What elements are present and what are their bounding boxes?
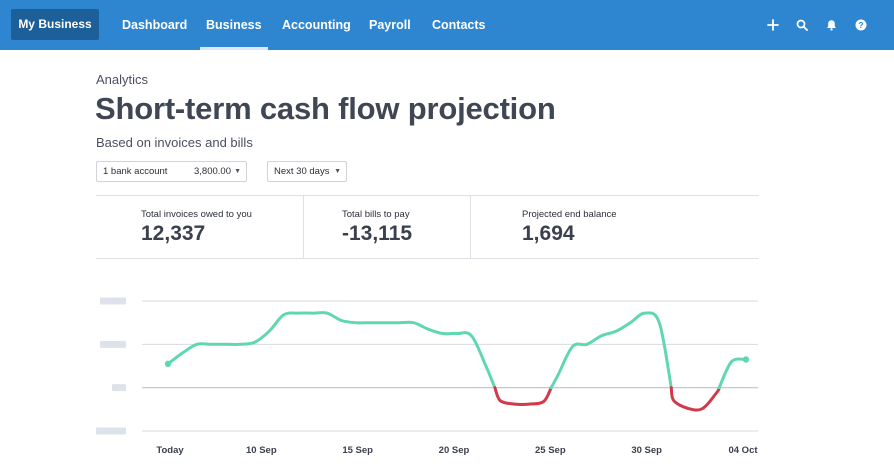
page-title: Short-term cash flow projection	[95, 91, 556, 126]
metric-label: Total invoices owed to you	[141, 209, 252, 220]
x-tick-label: 04 Oct	[728, 445, 758, 456]
search-icon[interactable]	[792, 15, 812, 35]
bank-account-label: 1 bank account	[103, 166, 168, 177]
y-tick-placeholder	[100, 297, 126, 305]
x-tick-label: 25 Sep	[535, 445, 566, 456]
negative-balance-line	[669, 386, 721, 412]
x-tick-label: 10 Sep	[246, 445, 277, 456]
page-subtitle: Based on invoices and bills	[96, 135, 253, 150]
help-icon[interactable]: ?	[851, 15, 871, 35]
breadcrumb-analytics: Analytics	[96, 72, 149, 87]
x-tick-label: 20 Sep	[439, 445, 470, 456]
nav-item-contacts[interactable]: Contacts	[432, 18, 486, 32]
metric-invoices-owed: Total invoices owed to you 12,337	[96, 196, 303, 258]
y-tick-placeholder	[100, 340, 126, 348]
metric-label: Total bills to pay	[342, 209, 410, 220]
summary-panel: Total invoices owed to you 12,337 Total …	[96, 195, 759, 259]
positive-balance-line	[549, 311, 673, 390]
metric-projected-end-balance: Projected end balance 1,694	[471, 196, 759, 258]
positive-balance-line	[717, 357, 748, 390]
x-tick-label: Today	[156, 445, 184, 456]
bank-account-balance: 3,800.00	[194, 166, 231, 177]
nav-item-dashboard[interactable]: Dashboard	[122, 18, 188, 32]
metric-value: -13,115	[342, 222, 413, 245]
x-tick-label: 15 Sep	[342, 445, 373, 456]
svg-text:?: ?	[858, 20, 863, 30]
divider	[303, 196, 304, 258]
chevron-down-icon: ▼	[334, 168, 341, 175]
x-tick-label: 30 Sep	[631, 445, 662, 456]
plus-icon[interactable]	[763, 15, 783, 35]
metric-value: 12,337	[141, 222, 206, 245]
period-label: Next 30 days	[274, 166, 330, 177]
negative-balance-line	[493, 386, 553, 407]
nav-item-business[interactable]: Business	[200, 0, 268, 50]
metric-bills-to-pay: Total bills to pay -13,115	[304, 196, 470, 258]
cash-flow-chart-svg: Today 10 Sep 15 Sep 20 Sep 25 Sep 30 Sep 04 Oc…	[96, 297, 758, 456]
bank-account-dropdown[interactable]: 1 bank account 3,800.00 ▼	[96, 161, 247, 182]
chevron-down-icon: ▼	[234, 168, 241, 175]
end-point-marker	[742, 356, 750, 363]
divider	[470, 196, 471, 258]
metric-value: 1,694	[522, 222, 575, 245]
bell-icon[interactable]	[821, 15, 841, 35]
start-point-marker	[164, 360, 172, 368]
metric-label: Projected end balance	[522, 209, 617, 220]
cash-flow-chart: Today 10 Sep 15 Sep 20 Sep 25 Sep 30 Sep 04 Oc…	[0, 285, 894, 472]
nav-item-payroll[interactable]: Payroll	[369, 18, 411, 32]
organization-switcher-button[interactable]: My Business	[11, 9, 99, 40]
y-tick-placeholder	[112, 384, 126, 392]
period-dropdown[interactable]: Next 30 days ▼	[267, 161, 347, 182]
nav-item-accounting[interactable]: Accounting	[282, 18, 351, 32]
positive-balance-line	[166, 311, 497, 390]
top-navigation-bar: My Business Dashboard Business Accountin…	[0, 0, 894, 50]
y-tick-placeholder	[96, 427, 126, 435]
